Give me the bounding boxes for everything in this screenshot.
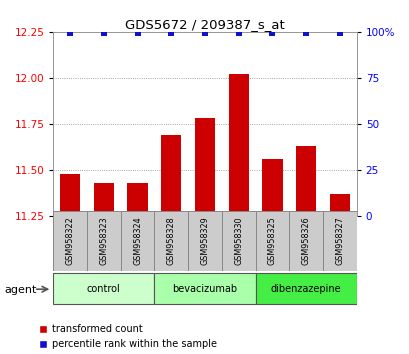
Text: bevacizumab: bevacizumab (172, 284, 237, 293)
Bar (194, 118, 215, 216)
Point (134, 30, 141, 36)
Bar (154, 273, 255, 304)
Point (268, 30, 275, 36)
Bar (53, 273, 154, 304)
Bar (53, 211, 87, 271)
Text: GSM958326: GSM958326 (301, 216, 310, 265)
Point (67, 30, 73, 36)
Bar (329, 194, 349, 216)
Bar (255, 211, 289, 271)
Text: GSM958325: GSM958325 (267, 216, 276, 265)
Bar (60, 173, 80, 216)
Bar (161, 135, 181, 216)
Text: GSM958329: GSM958329 (200, 216, 209, 265)
Bar (120, 211, 154, 271)
Bar (289, 211, 322, 271)
Text: dibenzazepine: dibenzazepine (270, 284, 341, 293)
Bar (154, 211, 188, 271)
Bar (87, 211, 120, 271)
Point (235, 30, 241, 36)
Bar (322, 211, 356, 271)
Text: agent: agent (4, 285, 36, 295)
Bar (127, 183, 147, 216)
Text: control: control (87, 284, 120, 293)
Bar (295, 146, 315, 216)
Text: GSM958323: GSM958323 (99, 216, 108, 265)
Title: GDS5672 / 209387_s_at: GDS5672 / 209387_s_at (125, 18, 284, 31)
Text: GSM958330: GSM958330 (234, 216, 243, 265)
Bar (221, 211, 255, 271)
Point (100, 30, 107, 36)
Bar (228, 74, 248, 216)
Point (336, 30, 342, 36)
Point (168, 30, 174, 36)
Text: GSM958324: GSM958324 (133, 216, 142, 265)
Point (201, 30, 208, 36)
Point (302, 30, 309, 36)
Text: GSM958328: GSM958328 (166, 216, 175, 265)
Bar (188, 211, 221, 271)
Bar (94, 183, 114, 216)
Bar (255, 273, 356, 304)
Legend: transformed count, percentile rank within the sample: transformed count, percentile rank withi… (38, 324, 217, 349)
Bar (262, 159, 282, 216)
Text: GSM958327: GSM958327 (335, 216, 344, 265)
Text: GSM958322: GSM958322 (65, 216, 74, 265)
